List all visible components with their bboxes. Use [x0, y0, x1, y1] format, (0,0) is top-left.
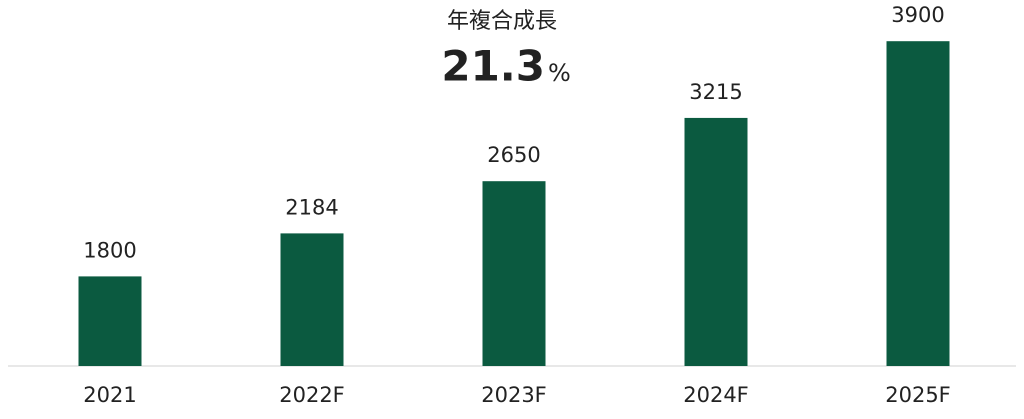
x-tick-label: 2023F — [481, 383, 547, 407]
cagr-unit: % — [548, 59, 571, 87]
x-tick-label: 2025F — [885, 383, 951, 407]
value-label: 3215 — [689, 80, 742, 104]
x-tick-label: 2022F — [279, 383, 345, 407]
cagr-label: 年複合成長 — [447, 9, 557, 34]
value-label: 1800 — [83, 238, 136, 262]
value-label: 3900 — [891, 3, 944, 27]
bar — [886, 41, 950, 366]
x-tick-label: 2021 — [83, 383, 136, 407]
value-label: 2184 — [285, 195, 338, 219]
bar — [78, 276, 142, 366]
x-tick-label: 2024F — [683, 383, 749, 407]
cagr-value: 21.3 — [441, 42, 545, 91]
bar — [280, 233, 344, 366]
bar — [684, 117, 748, 366]
value-label: 2650 — [487, 143, 540, 167]
bar — [482, 181, 546, 366]
